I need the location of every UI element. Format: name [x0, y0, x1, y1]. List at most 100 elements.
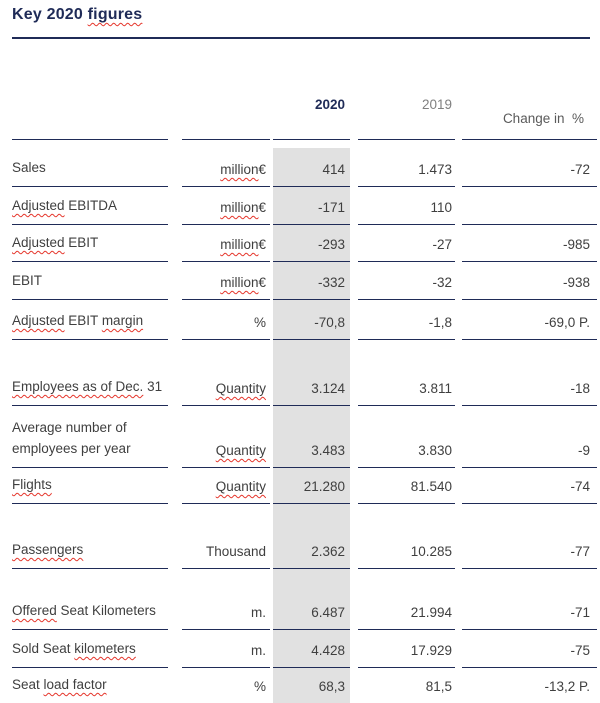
value-change: -72	[462, 140, 597, 187]
value-2020: -70,8	[273, 300, 350, 340]
column-gap	[455, 187, 462, 225]
row-label: Offered Seat Kilometers	[12, 597, 168, 630]
row-label-line: Sales	[12, 157, 46, 178]
value-2019: 17.929	[358, 630, 455, 668]
column-gap	[455, 597, 462, 630]
misspelled-text: Offered	[12, 603, 57, 618]
misspelled-text: kilometers	[74, 641, 136, 656]
column-gap	[350, 187, 358, 225]
row-unit: Quantity	[182, 370, 270, 406]
row-label: Average number of employees per year	[12, 406, 168, 468]
value-change: -75	[462, 630, 597, 668]
column-gap	[455, 300, 462, 340]
column-gap	[168, 468, 182, 504]
misspelled-text: Quantity	[215, 479, 266, 494]
table-row: Flights Quantity 21.280 81.540 -74	[12, 468, 597, 504]
row-unit: million €	[182, 225, 270, 262]
value-change	[462, 187, 597, 225]
value-change: -71	[462, 597, 597, 630]
table-row: Passengers Thousand 2.362 10.285 -77	[12, 532, 597, 569]
table-row: Adjusted EBIT margin% -70,8 -1,8 -69,0 P.	[12, 300, 597, 340]
text-run: Average number of	[12, 420, 127, 435]
row-label: Adjusted EBIT margin	[12, 300, 168, 340]
value-2019: 10.285	[358, 532, 455, 569]
column-gap	[455, 668, 462, 703]
text-run: Key 2020	[12, 6, 88, 23]
row-label-line: Average number of	[12, 417, 127, 438]
highlight-column-2020	[273, 148, 350, 703]
value-2020: 68,3	[318, 679, 345, 694]
column-gap	[455, 630, 462, 668]
table-row: Average number of employees per year Quant…	[12, 406, 597, 468]
misspelled-text: margin	[101, 313, 144, 328]
value-change: -13,2 P.	[544, 679, 590, 694]
column-gap	[168, 630, 182, 668]
row-label: Employees as of Dec. 31	[12, 370, 168, 406]
column-gap	[168, 668, 182, 703]
text-run: Seat Kilometers	[56, 603, 156, 618]
text-run: 31	[143, 379, 163, 394]
column-gap	[350, 300, 358, 340]
row-label-line: employees per year	[12, 438, 131, 459]
row-label-line: Seat load factor	[12, 674, 107, 695]
row-unit: Thousand	[182, 532, 270, 569]
column-gap	[168, 597, 182, 630]
row-unit: %	[182, 668, 270, 703]
text-run: Sold Seat	[12, 641, 75, 656]
table-row: Sales million €414 1.473 -72	[12, 140, 597, 187]
misspelled-text: million	[220, 162, 259, 177]
row-label: Seat load factor	[12, 668, 168, 703]
row-label-line: Adjusted EBIT	[12, 232, 98, 253]
value-2020: 4.428	[273, 630, 350, 668]
misspelled-text: Adjusted	[12, 235, 65, 250]
row-label-line: Flights	[12, 474, 52, 495]
column-gap	[168, 406, 182, 468]
column-gap	[455, 140, 462, 187]
value-2020: 3.483	[273, 406, 350, 468]
text-run: Thousand	[205, 544, 266, 559]
column-gap	[455, 406, 462, 468]
column-header-2020: 2020	[273, 95, 350, 140]
value-2020: 414	[273, 140, 350, 187]
text-run: €	[258, 237, 266, 252]
column-gap	[350, 630, 358, 668]
value-2019: 1.473	[358, 140, 455, 187]
column-gap	[168, 370, 182, 406]
misspelled-text: million	[220, 200, 259, 215]
header-unit-cell	[182, 95, 270, 140]
text-run: EBIT	[64, 235, 99, 250]
value-2020: 3.124	[273, 370, 350, 406]
column-gap	[350, 668, 358, 703]
value-2019: 21.994	[358, 597, 455, 630]
row-unit: Quantity	[182, 406, 270, 468]
column-header-2019: 2019	[358, 95, 455, 140]
row-unit: million €	[182, 187, 270, 225]
column-gap	[350, 262, 358, 300]
column-gap	[455, 262, 462, 300]
row-label: Sales	[12, 140, 168, 187]
value-2019: 81,5	[425, 679, 452, 694]
column-gap	[455, 532, 462, 569]
row-label-line: Sold Seat kilometers	[12, 638, 136, 659]
column-gap	[455, 468, 462, 504]
value-change: -938	[462, 262, 597, 300]
value-2020: -171	[273, 187, 350, 225]
column-gap	[350, 225, 358, 262]
row-unit: Quantity	[182, 468, 270, 504]
value-change: -69,0 P.	[462, 300, 597, 340]
column-gap	[350, 406, 358, 468]
row-unit: m.	[182, 597, 270, 630]
column-gap	[168, 95, 182, 140]
column-gap	[168, 532, 182, 569]
misspelled-text: Passengers	[12, 542, 84, 557]
column-gap	[350, 532, 358, 569]
text-run: €	[258, 275, 266, 290]
value-2019: 110	[358, 187, 455, 225]
row-label: Passengers	[12, 532, 168, 569]
misspelled-text: Quantity	[215, 381, 266, 396]
row-unit: %	[182, 300, 270, 340]
row-label-line: Adjusted EBITDA	[12, 195, 117, 216]
column-gap	[350, 95, 358, 140]
text-run: %	[253, 679, 266, 694]
text-run: m.	[251, 643, 266, 658]
